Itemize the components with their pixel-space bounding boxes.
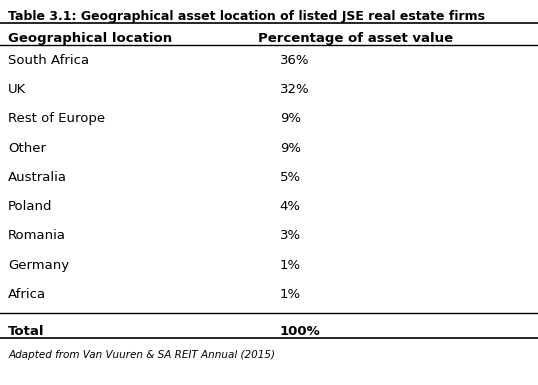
Text: 36%: 36% <box>280 54 309 67</box>
Text: UK: UK <box>8 83 26 96</box>
Text: Africa: Africa <box>8 288 46 301</box>
Text: Romania: Romania <box>8 229 66 243</box>
Text: Rest of Europe: Rest of Europe <box>8 112 105 126</box>
Text: 32%: 32% <box>280 83 309 96</box>
Text: 9%: 9% <box>280 142 301 155</box>
Text: 1%: 1% <box>280 259 301 272</box>
Text: Adapted from Van Vuuren & SA REIT Annual (2015): Adapted from Van Vuuren & SA REIT Annual… <box>8 350 275 360</box>
Text: 5%: 5% <box>280 171 301 184</box>
Text: Poland: Poland <box>8 200 53 213</box>
Text: Percentage of asset value: Percentage of asset value <box>258 32 454 45</box>
Text: Germany: Germany <box>8 259 69 272</box>
Text: 4%: 4% <box>280 200 301 213</box>
Text: Australia: Australia <box>8 171 67 184</box>
Text: Other: Other <box>8 142 46 155</box>
Text: 100%: 100% <box>280 325 321 338</box>
Text: Total: Total <box>8 325 45 338</box>
Text: Geographical location: Geographical location <box>8 32 172 45</box>
Text: Table 3.1: Geographical asset location of listed JSE real estate firms: Table 3.1: Geographical asset location o… <box>8 10 485 23</box>
Text: South Africa: South Africa <box>8 54 89 67</box>
Text: 1%: 1% <box>280 288 301 301</box>
Text: 3%: 3% <box>280 229 301 243</box>
Text: 9%: 9% <box>280 112 301 126</box>
